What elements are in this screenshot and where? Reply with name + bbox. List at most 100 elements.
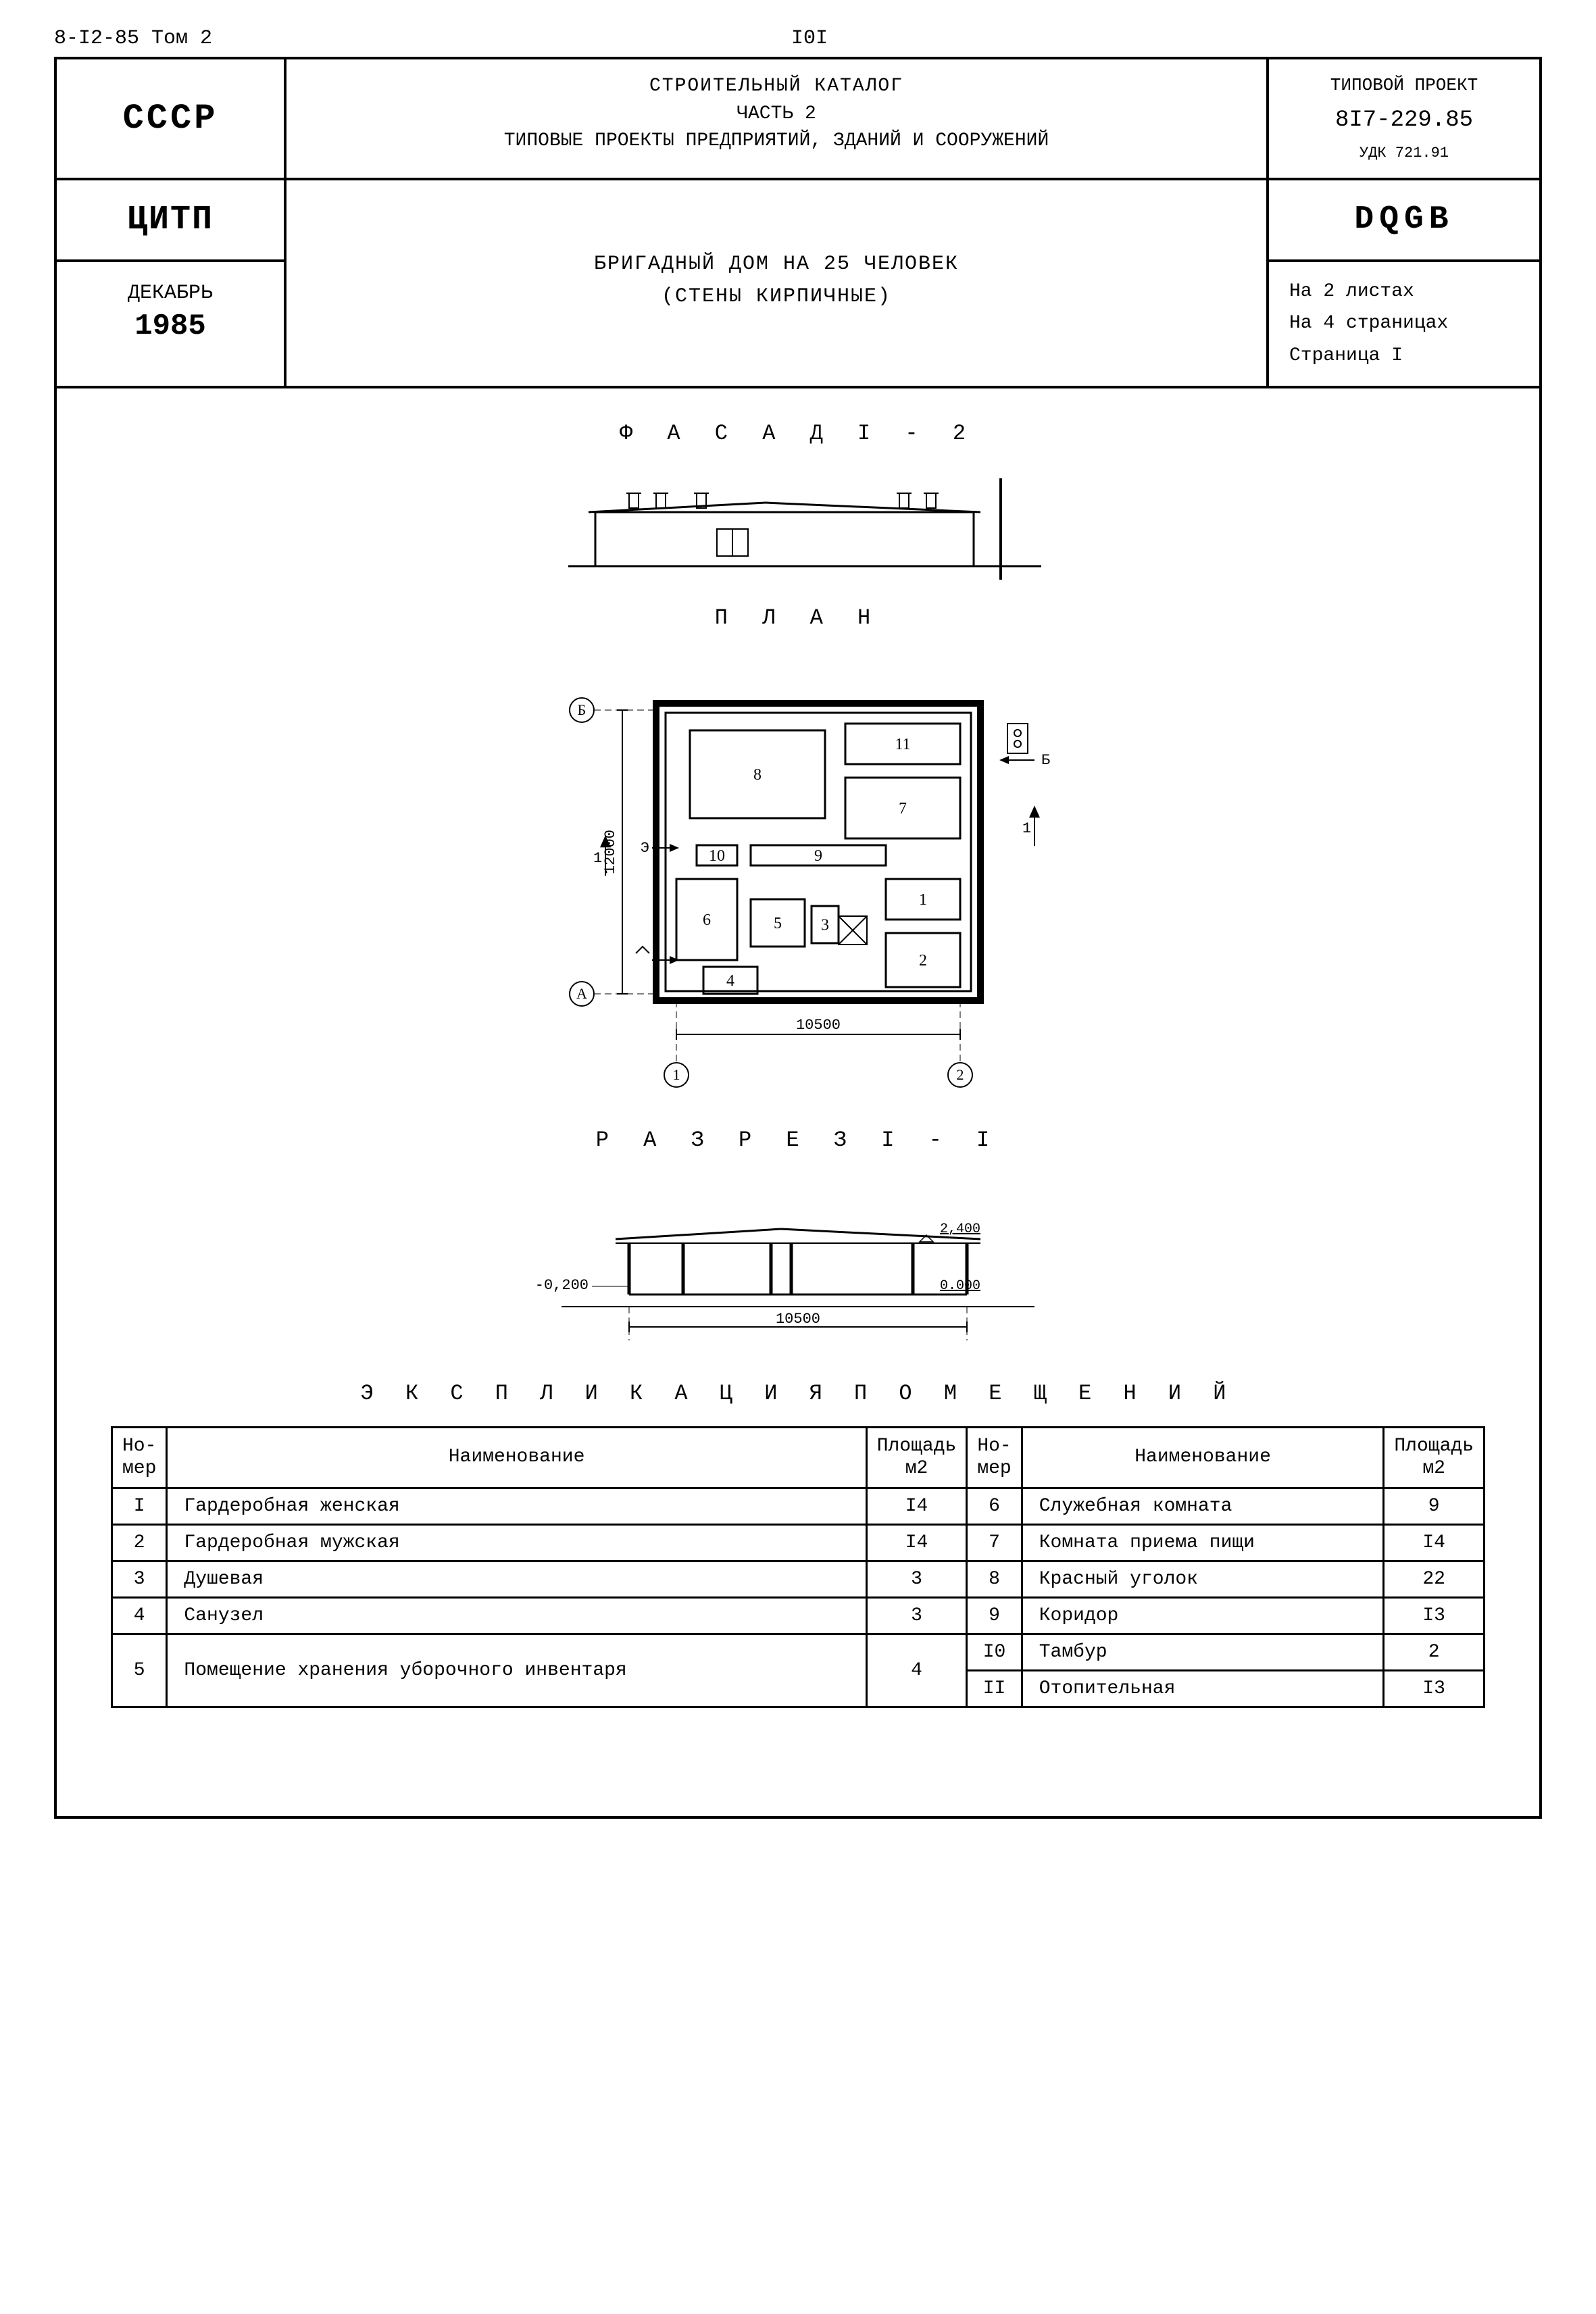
- svg-text:5: 5: [774, 915, 782, 932]
- svg-text:А: А: [576, 985, 587, 1002]
- table-cell: Душевая: [167, 1561, 866, 1597]
- pages-line: На 4 страницах: [1289, 307, 1519, 340]
- table-cell: 3: [866, 1561, 967, 1597]
- table-cell: I4: [866, 1524, 967, 1561]
- th-area-left: Площадьм2: [866, 1427, 967, 1488]
- table-cell: Санузел: [167, 1597, 866, 1634]
- running-header: 8-I2-85 Том 2 I0I: [27, 27, 1569, 57]
- table-cell: Гардеробная мужская: [167, 1524, 866, 1561]
- table-cell: 4: [866, 1634, 967, 1707]
- catalog-line1: СТРОИТЕЛЬНЫЙ КАТАЛОГ: [293, 73, 1260, 101]
- svg-text:2: 2: [957, 1066, 964, 1083]
- table-cell: 8: [967, 1561, 1022, 1597]
- svg-text:0.000: 0.000: [940, 1278, 980, 1294]
- table-cell: Коридор: [1022, 1597, 1384, 1634]
- table-cell: Тамбур: [1022, 1634, 1384, 1670]
- table-cell: Служебная комната: [1022, 1488, 1384, 1524]
- catalog-line3: ТИПОВЫЕ ПРОЕКТЫ ПРЕДПРИЯТИЙ, ЗДАНИЙ И СО…: [293, 128, 1260, 155]
- table-cell: I4: [1384, 1524, 1485, 1561]
- svg-text:1: 1: [673, 1066, 680, 1083]
- subject-line2: (СТЕНЫ КИРПИЧНЫЕ): [293, 280, 1260, 313]
- svg-text:10500: 10500: [776, 1311, 820, 1328]
- table-cell: 9: [967, 1597, 1022, 1634]
- table-cell: 3: [866, 1597, 967, 1634]
- subject-line1: БРИГАДНЫЙ ДОМ НА 25 ЧЕЛОВЕК: [293, 248, 1260, 280]
- table-cell: I: [112, 1488, 167, 1524]
- table-row: 5Помещение хранения уборочного инвентаря…: [112, 1634, 1485, 1670]
- table-cell: Комната приема пищи: [1022, 1524, 1384, 1561]
- table-cell: 6: [967, 1488, 1022, 1524]
- table-cell: 2: [1384, 1634, 1485, 1670]
- table-row: 2Гардеробная мужскаяI47Комната приема пи…: [112, 1524, 1485, 1561]
- svg-text:10: 10: [709, 847, 725, 865]
- svg-text:Э: Э: [641, 840, 649, 857]
- table-cell: 7: [967, 1524, 1022, 1561]
- table-cell: Гардеробная женская: [167, 1488, 866, 1524]
- section-drawing: -0,2002,4000.0001050012: [84, 1165, 1512, 1340]
- plan-drawing: 8117109653124БА12120001050011ЭБ: [84, 643, 1512, 1115]
- header-left: 8-I2-85 Том 2: [54, 27, 212, 50]
- table-row: 3Душевая38Красный уголок22: [112, 1561, 1485, 1597]
- svg-text:4: 4: [726, 972, 734, 990]
- svg-text:12000: 12000: [602, 830, 619, 874]
- th-area-right: Площадьм2: [1384, 1427, 1485, 1488]
- svg-text:3: 3: [821, 916, 829, 934]
- table-cell: I3: [1384, 1670, 1485, 1707]
- udk-code: УДК 721.91: [1276, 143, 1532, 164]
- svg-text:-0,200: -0,200: [535, 1277, 589, 1294]
- table-cell: II: [967, 1670, 1022, 1707]
- th-num-right: Но-мер: [967, 1427, 1022, 1488]
- bottom-spacer: [57, 1762, 1539, 1816]
- explication-table: Но-мер Наименование Площадьм2 Но-мер Наи…: [111, 1426, 1485, 1708]
- svg-text:8: 8: [753, 766, 762, 784]
- table-cell: 5: [112, 1634, 167, 1707]
- th-num-left: Но-мер: [112, 1427, 167, 1488]
- table-cell: 9: [1384, 1488, 1485, 1524]
- svg-text:Б: Б: [578, 701, 587, 718]
- catalog-cell: СТРОИТЕЛЬНЫЙ КАТАЛОГ ЧАСТЬ 2 ТИПОВЫЕ ПРО…: [286, 59, 1269, 180]
- table-cell: 4: [112, 1597, 167, 1634]
- table-row: 4Санузел39КоридорI3: [112, 1597, 1485, 1634]
- drawings-area: Ф А С А Д I - 2 П Л А Н 8117109653124БА1…: [57, 388, 1539, 1762]
- svg-text:1: 1: [593, 850, 602, 867]
- table-cell: I3: [1384, 1597, 1485, 1634]
- project-label: ТИПОВОЙ ПРОЕКТ: [1276, 73, 1532, 99]
- project-cell: ТИПОВОЙ ПРОЕКТ 8I7-229.85 УДК 721.91: [1269, 59, 1539, 180]
- year: 1985: [64, 307, 277, 347]
- sheets-line: На 2 листах: [1289, 276, 1519, 308]
- title-block: СССР СТРОИТЕЛЬНЫЙ КАТАЛОГ ЧАСТЬ 2 ТИПОВЫ…: [57, 59, 1539, 388]
- table-cell: Красный уголок: [1022, 1561, 1384, 1597]
- page: 8-I2-85 Том 2 I0I СССР СТРОИТЕЛЬНЫЙ КАТА…: [27, 27, 1569, 1819]
- table-cell: I0: [967, 1634, 1022, 1670]
- svg-text:Б: Б: [1041, 752, 1050, 769]
- table-cell: 22: [1384, 1561, 1485, 1597]
- svg-text:11: 11: [895, 736, 910, 753]
- svg-text:2: 2: [919, 952, 927, 970]
- svg-text:9: 9: [814, 847, 822, 865]
- page-line: Страница I: [1289, 340, 1519, 372]
- subject-cell: БРИГАДНЫЙ ДОМ НА 25 ЧЕЛОВЕК (СТЕНЫ КИРПИ…: [286, 180, 1269, 386]
- svg-text:1: 1: [919, 891, 927, 909]
- svg-text:1: 1: [1022, 820, 1031, 837]
- main-frame: СССР СТРОИТЕЛЬНЫЙ КАТАЛОГ ЧАСТЬ 2 ТИПОВЫ…: [54, 57, 1542, 1819]
- project-number: 8I7-229.85: [1276, 104, 1532, 137]
- facade-title: Ф А С А Д I - 2: [84, 421, 1512, 446]
- plan-title: П Л А Н: [84, 605, 1512, 630]
- table-cell: Помещение хранения уборочного инвентаря: [167, 1634, 866, 1707]
- catalog-line2: ЧАСТЬ 2: [293, 101, 1260, 128]
- table-cell: I4: [866, 1488, 967, 1524]
- table-cell: 2: [112, 1524, 167, 1561]
- pages-cell: На 2 листах На 4 страницах Страница I: [1269, 262, 1539, 386]
- table-header-row: Но-мер Наименование Площадьм2 Но-мер Наи…: [112, 1427, 1485, 1488]
- header-spacer: [1407, 27, 1542, 50]
- code-cell: DQGB: [1269, 180, 1539, 262]
- svg-text:10500: 10500: [796, 1017, 841, 1034]
- section-title: Р А З Р Е З I - I: [84, 1128, 1512, 1153]
- table-row: IГардеробная женскаяI46Служебная комната…: [112, 1488, 1485, 1524]
- svg-text:7: 7: [899, 800, 907, 818]
- svg-text:2,400: 2,400: [940, 1222, 980, 1237]
- table-cell: 3: [112, 1561, 167, 1597]
- explication-title: Э К С П Л И К А Ц И Я П О М Е Щ Е Н И Й: [84, 1381, 1512, 1406]
- header-center: I0I: [791, 27, 828, 50]
- facade-drawing: [84, 458, 1512, 593]
